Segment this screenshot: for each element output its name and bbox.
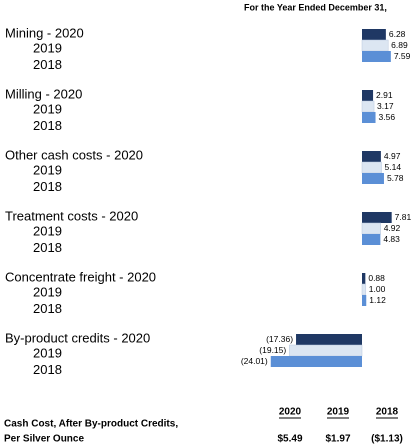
bar — [270, 356, 362, 367]
value-label: 4.97 — [384, 151, 401, 161]
year-label: 2019 — [33, 162, 62, 177]
bar — [361, 222, 381, 235]
bar — [362, 234, 381, 245]
summary-value: ($1.13) — [371, 434, 403, 445]
value-label: 7.59 — [394, 51, 411, 61]
year-label: 2019 — [33, 101, 62, 116]
value-label: 0.88 — [368, 273, 385, 283]
year-label: 2019 — [33, 40, 62, 55]
bar — [362, 29, 386, 40]
group-label: Milling - 2020 — [5, 86, 82, 101]
value-label: 6.89 — [391, 40, 408, 50]
value-label: (17.36) — [266, 334, 293, 344]
column-header: 2018 — [376, 407, 399, 418]
year-label: 2018 — [33, 301, 62, 316]
group-label: Mining - 2020 — [5, 25, 84, 40]
bar — [296, 334, 362, 345]
value-label: 4.83 — [383, 234, 400, 244]
value-label: 1.00 — [369, 284, 386, 294]
year-label: 2018 — [33, 57, 62, 72]
group-label: Other cash costs - 2020 — [5, 147, 143, 162]
summary-value: $1.97 — [325, 434, 350, 445]
bar — [362, 151, 381, 162]
value-label: 5.78 — [387, 173, 404, 183]
year-label: 2018 — [33, 179, 62, 194]
value-label: 5.14 — [385, 162, 402, 172]
year-label: 2019 — [33, 284, 62, 299]
group-label: Concentrate freight - 2020 — [5, 269, 156, 284]
year-label: 2018 — [33, 240, 62, 255]
year-label: 2018 — [33, 118, 62, 133]
group-label: Treatment costs - 2020 — [5, 208, 138, 223]
column-header: 2019 — [327, 407, 350, 418]
bar — [361, 283, 367, 296]
value-label: 3.56 — [379, 112, 396, 122]
value-label: 3.17 — [377, 101, 394, 111]
bar — [362, 295, 367, 306]
value-label: 4.92 — [384, 223, 401, 233]
value-label: 2.91 — [376, 90, 393, 100]
value-label: (19.15) — [259, 345, 286, 355]
bar — [362, 51, 391, 62]
summary-label: Cash Cost, After By-product Credits, — [4, 419, 178, 430]
year-label: 2019 — [33, 223, 62, 238]
column-header: 2020 — [279, 407, 302, 418]
bar — [288, 344, 363, 357]
bar — [362, 173, 384, 184]
value-label: 7.81 — [395, 212, 412, 222]
bar — [361, 100, 375, 113]
header: For the Year Ended December 31, — [244, 2, 387, 12]
bar — [362, 112, 376, 123]
bar — [362, 90, 374, 101]
group-label: By-product credits - 2020 — [5, 330, 150, 345]
bar — [362, 212, 392, 223]
summary-value: $5.49 — [277, 434, 302, 445]
year-label: 2018 — [33, 362, 62, 377]
bar — [361, 39, 389, 52]
bar — [361, 161, 382, 174]
value-label: 1.12 — [369, 295, 386, 305]
value-label: (24.01) — [241, 356, 268, 366]
summary-label: Per Silver Ounce — [4, 434, 84, 445]
bar — [362, 273, 366, 284]
value-label: 6.28 — [389, 29, 406, 39]
year-label: 2019 — [33, 345, 62, 360]
